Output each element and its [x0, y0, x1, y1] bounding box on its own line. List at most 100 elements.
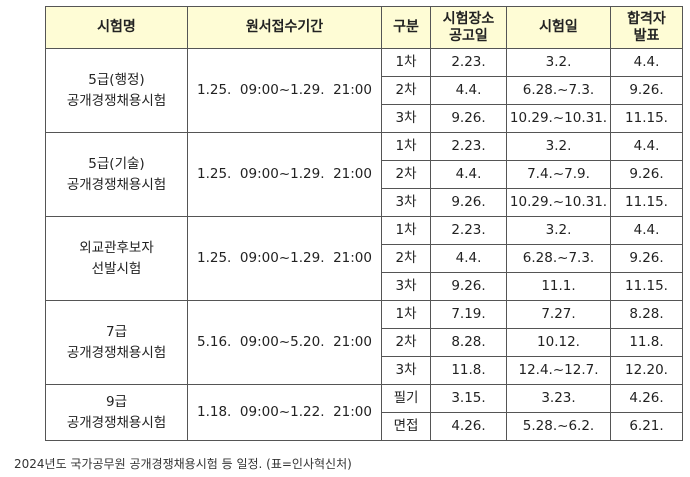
- table-row: 2차 4.4. 6.28.~7.3. 9.26.: [46, 76, 683, 105]
- venue-notice-date-cell: 2.23.: [430, 216, 507, 245]
- stage-cell: 1차: [381, 132, 431, 161]
- application-period-cell: 1.25. 09:00~1.29. 21:00: [187, 132, 382, 217]
- stage-cell: 3차: [381, 272, 431, 301]
- stage-cell: 1차: [381, 48, 431, 77]
- venue-notice-date-cell: 3.15.: [430, 384, 507, 413]
- stage-cell: 1차: [381, 300, 431, 329]
- header-result-line1: 합격자: [627, 10, 666, 27]
- exam-name-line: 7급: [105, 323, 127, 340]
- exam-date-cell: 10.29.~10.31.: [506, 104, 611, 133]
- header-venue-notice-date: 시험장소 공고일: [430, 6, 507, 49]
- exam-date-cell: 11.1.: [506, 272, 611, 301]
- exam-date-cell: 3.2.: [506, 132, 611, 161]
- venue-notice-date-cell: 4.4.: [430, 244, 507, 273]
- exam-date-cell: 6.28.~7.3.: [506, 244, 611, 273]
- result-announcement-cell: 4.4.: [610, 132, 683, 161]
- result-announcement-cell: 9.26.: [610, 160, 683, 189]
- application-period-cell: 1.18. 09:00~1.22. 21:00: [187, 384, 382, 441]
- venue-notice-date-cell: 9.26.: [430, 104, 507, 133]
- exam-date-cell: 7.27.: [506, 300, 611, 329]
- header-venue-notice-line1: 시험장소: [442, 10, 495, 27]
- result-announcement-cell: 8.28.: [610, 300, 683, 329]
- exam-date-cell: 6.28.~7.3.: [506, 76, 611, 105]
- exam-schedule-table: 시험명 원서접수기간 구분 시험장소 공고일 시험일 합격자 발표 5급(행정)…: [45, 6, 683, 441]
- table-row: 3차 9.26. 10.29.~10.31. 11.15.: [46, 104, 683, 133]
- exam-name-cell: 9급 공개경쟁채용시험: [45, 384, 188, 441]
- exam-name-line: 선발시험: [91, 260, 142, 277]
- stage-cell: 2차: [381, 160, 431, 189]
- table-row: 5급(기술) 공개경쟁채용시험 1.25. 09:00~1.29. 21:00 1차 2…: [45, 132, 683, 217]
- header-result-line2: 발표: [633, 27, 660, 44]
- venue-notice-date-cell: 4.4.: [430, 160, 507, 189]
- stage-cell: 3차: [381, 188, 431, 217]
- venue-notice-date-cell: 4.4.: [430, 76, 507, 105]
- result-announcement-cell: 9.26.: [610, 76, 683, 105]
- header-result-announcement: 합격자 발표: [610, 6, 683, 49]
- application-period-cell: 5.16. 09:00~5.20. 21:00: [187, 300, 382, 385]
- result-announcement-cell: 12.20.: [610, 356, 683, 385]
- exam-date-cell: 7.4.~7.9.: [506, 160, 611, 189]
- result-announcement-cell: 11.15.: [610, 272, 683, 301]
- exam-date-cell: 10.29.~10.31.: [506, 188, 611, 217]
- venue-notice-date-cell: 9.26.: [430, 188, 507, 217]
- application-period-cell: 1.25. 09:00~1.29. 21:00: [187, 48, 382, 133]
- table-row: 3차 9.26. 10.29.~10.31. 11.15.: [46, 188, 683, 217]
- exam-name-line: 공개경쟁채용시험: [66, 92, 167, 109]
- result-announcement-cell: 11.15.: [610, 188, 683, 217]
- table-row: 2차 8.28. 10.12. 11.8.: [46, 328, 683, 357]
- exam-date-cell: 10.12.: [506, 328, 611, 357]
- venue-notice-date-cell: 8.28.: [430, 328, 507, 357]
- exam-date-cell: 3.2.: [506, 216, 611, 245]
- venue-notice-date-cell: 2.23.: [430, 48, 507, 77]
- table-row: 2차 4.4. 6.28.~7.3. 9.26.: [46, 244, 683, 273]
- table-row: 5급(행정) 공개경쟁채용시험 1.25. 09:00~1.29. 21:00 1차 2…: [45, 48, 683, 133]
- stage-cell: 3차: [381, 104, 431, 133]
- header-row: 시험명 원서접수기간 구분 시험장소 공고일 시험일 합격자 발표: [45, 6, 683, 49]
- result-announcement-cell: 4.26.: [610, 384, 683, 413]
- result-announcement-cell: 9.26.: [610, 244, 683, 273]
- stage-cell: 2차: [381, 328, 431, 357]
- table-row: 3차 11.8. 12.4.~12.7. 12.20.: [46, 356, 683, 385]
- stage-cell: 3차: [381, 356, 431, 385]
- header-venue-notice-line2: 공고일: [449, 27, 488, 44]
- exam-date-cell: 12.4.~12.7.: [506, 356, 611, 385]
- stage-cell: 면접: [381, 412, 431, 441]
- result-announcement-cell: 11.15.: [610, 104, 683, 133]
- exam-name-line: 9급: [105, 393, 127, 410]
- venue-notice-date-cell: 7.19.: [430, 300, 507, 329]
- table-row: 외교관후보자 선발시험 1.25. 09:00~1.29. 21:00 1차 2.23.…: [45, 216, 683, 301]
- table-row: 2차 4.4. 7.4.~7.9. 9.26.: [46, 160, 683, 189]
- stage-cell: 2차: [381, 76, 431, 105]
- header-exam-date: 시험일: [506, 6, 611, 49]
- result-announcement-cell: 4.4.: [610, 216, 683, 245]
- table-row: 9급 공개경쟁채용시험 1.18. 09:00~1.22. 21:00 필기 3.15.…: [45, 384, 683, 441]
- stage-cell: 필기: [381, 384, 431, 413]
- header-exam-name: 시험명: [45, 6, 188, 49]
- table-row: 7급 공개경쟁채용시험 5.16. 09:00~5.20. 21:00 1차 7.19.…: [45, 300, 683, 385]
- application-period-cell: 1.25. 09:00~1.29. 21:00: [187, 216, 382, 301]
- exam-name-cell: 5급(기술) 공개경쟁채용시험: [45, 132, 188, 217]
- exam-name-line: 5급(기술): [88, 155, 145, 172]
- venue-notice-date-cell: 4.26.: [430, 412, 507, 441]
- table-row: 3차 9.26. 11.1. 11.15.: [46, 272, 683, 301]
- table-row: 면접 4.26. 5.28.~6.2. 6.21.: [46, 412, 683, 441]
- header-stage: 구분: [381, 6, 431, 49]
- header-application-period: 원서접수기간: [187, 6, 382, 49]
- table-body: 5급(행정) 공개경쟁채용시험 1.25. 09:00~1.29. 21:00 1차 2…: [45, 48, 683, 441]
- exam-name-line: 외교관후보자: [79, 239, 154, 256]
- venue-notice-date-cell: 11.8.: [430, 356, 507, 385]
- table-header: 시험명 원서접수기간 구분 시험장소 공고일 시험일 합격자 발표: [45, 6, 683, 49]
- exam-name-line: 5급(행정): [88, 71, 145, 88]
- venue-notice-date-cell: 9.26.: [430, 272, 507, 301]
- exam-date-cell: 5.28.~6.2.: [506, 412, 611, 441]
- table-caption: 2024년도 국가공무원 공개경쟁채용시험 등 일정. (표=인사혁신처): [14, 457, 352, 471]
- exam-date-cell: 3.2.: [506, 48, 611, 77]
- result-announcement-cell: 11.8.: [610, 328, 683, 357]
- stage-cell: 1차: [381, 216, 431, 245]
- exam-name-cell: 5급(행정) 공개경쟁채용시험: [45, 48, 188, 133]
- result-announcement-cell: 4.4.: [610, 48, 683, 77]
- exam-name-line: 공개경쟁채용시험: [66, 344, 167, 361]
- exam-date-cell: 3.23.: [506, 384, 611, 413]
